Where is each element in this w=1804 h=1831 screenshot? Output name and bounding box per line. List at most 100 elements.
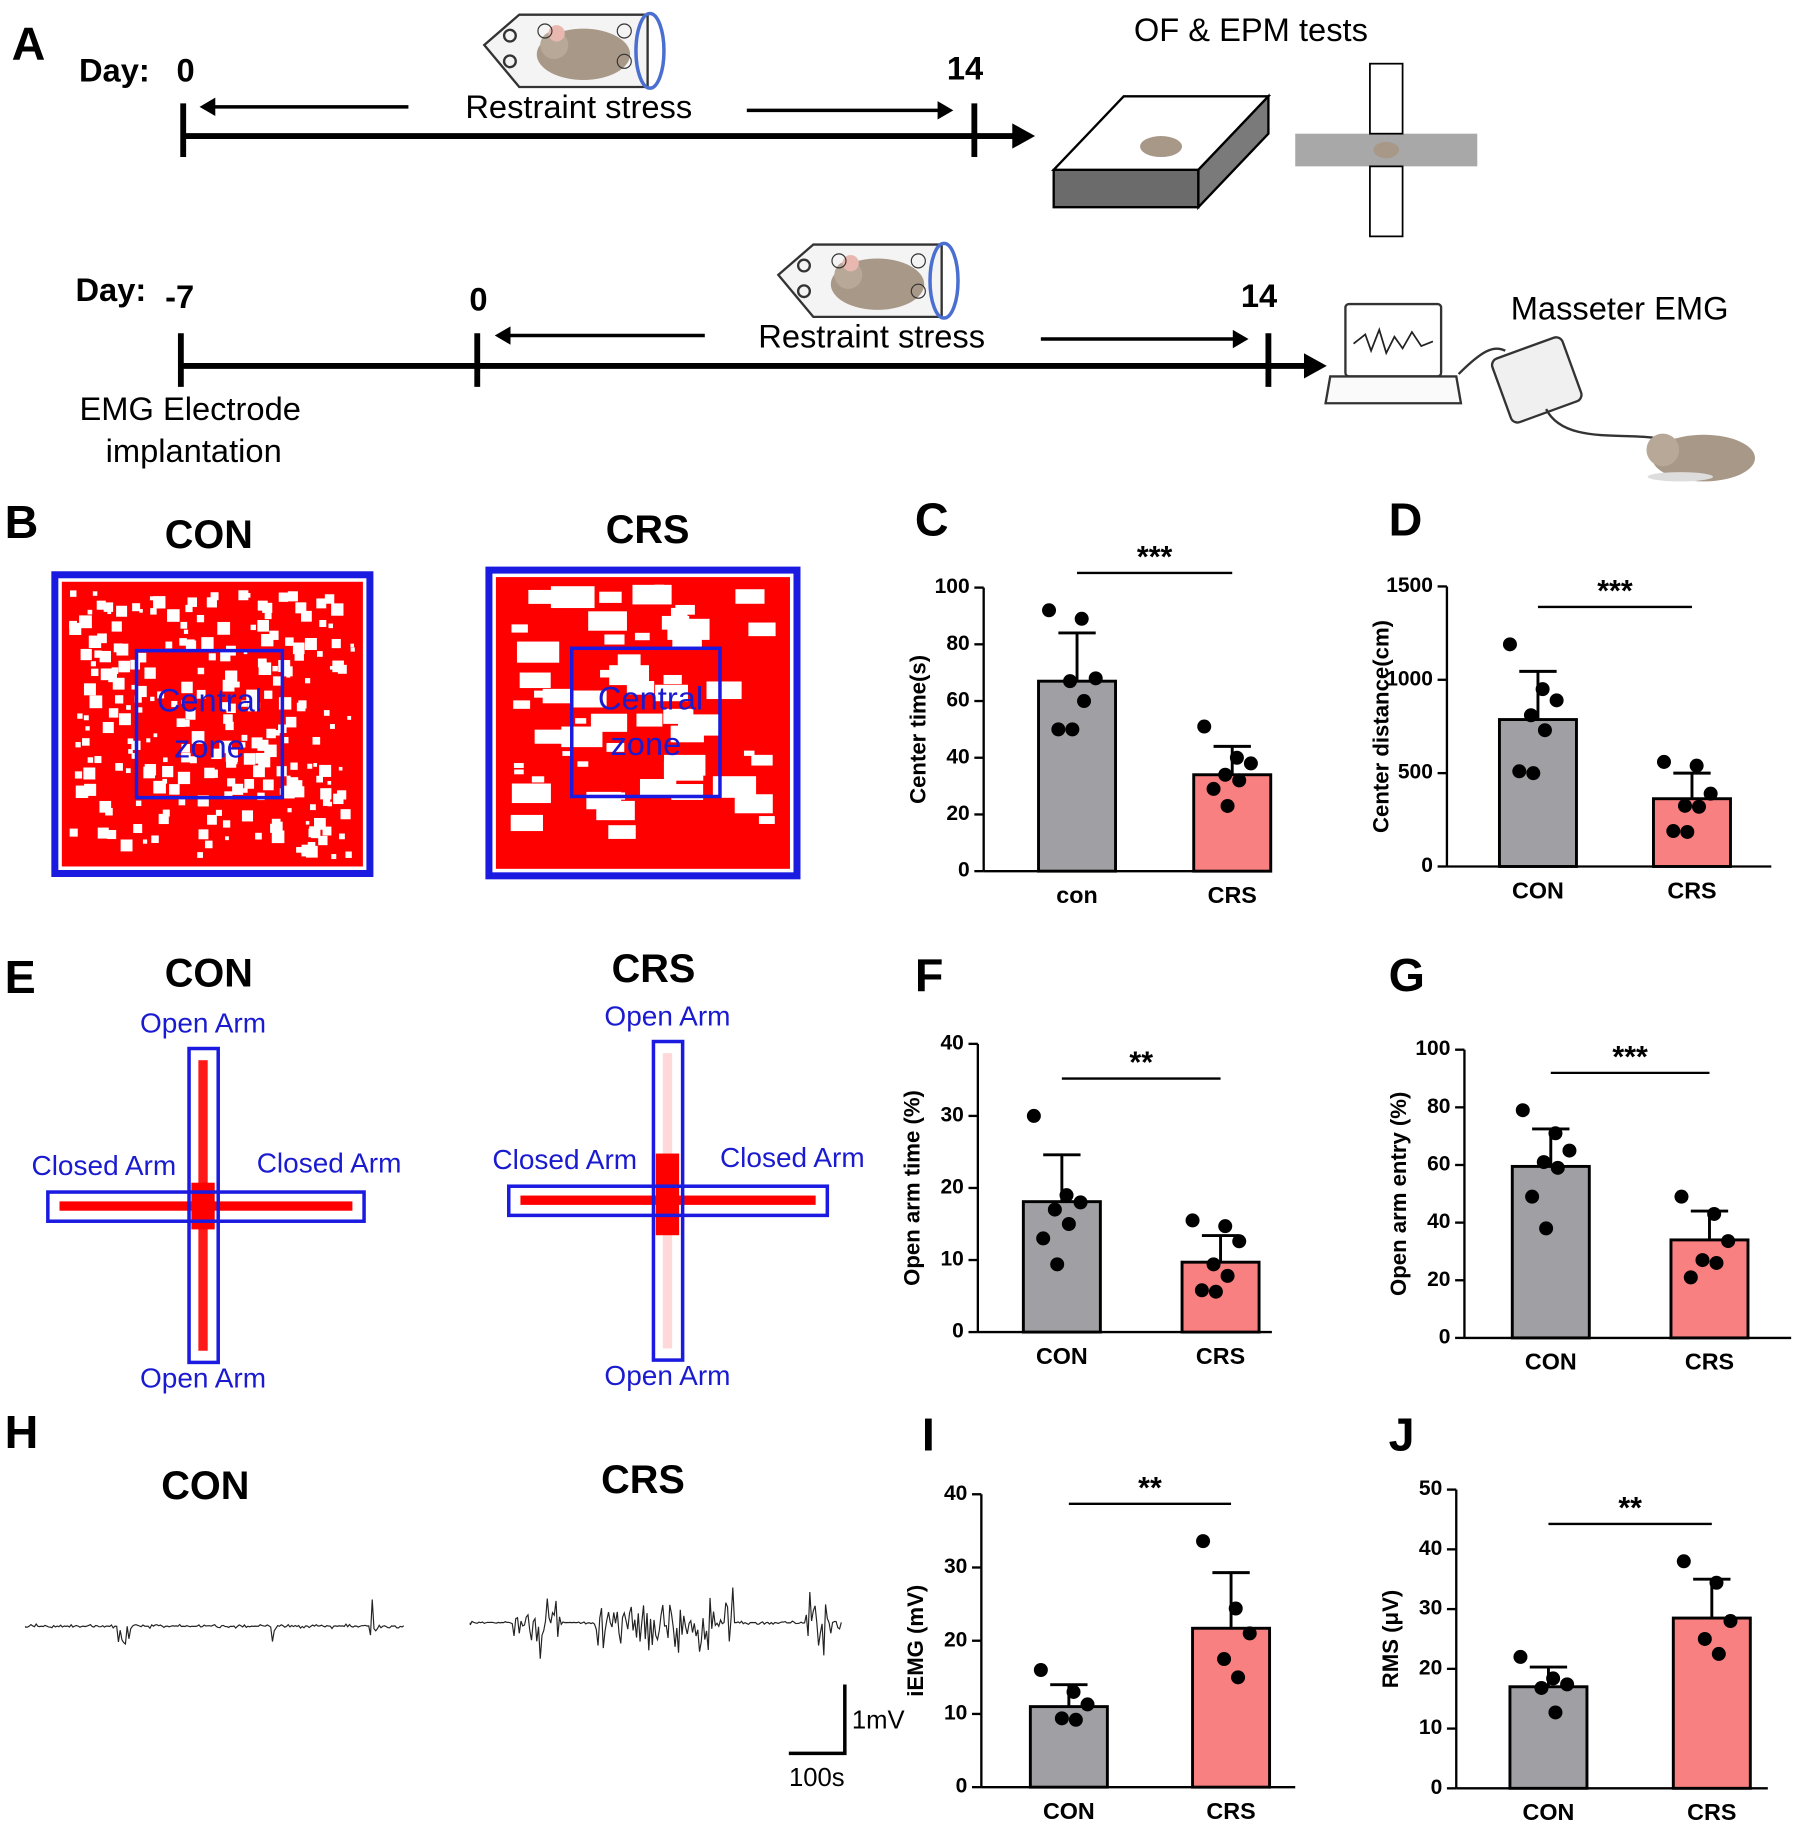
track-gap bbox=[307, 763, 313, 769]
track-gap bbox=[283, 670, 289, 676]
track-gap bbox=[608, 825, 636, 839]
track-gap bbox=[133, 824, 143, 834]
track-gap bbox=[215, 809, 222, 816]
track-gap bbox=[606, 742, 625, 752]
y-tick-label: 50 bbox=[1419, 1477, 1442, 1500]
track-gap bbox=[323, 710, 330, 716]
data-point bbox=[1548, 1705, 1563, 1720]
track-gap bbox=[96, 600, 106, 610]
y-tick-label: 60 bbox=[946, 689, 969, 712]
data-point bbox=[1680, 824, 1695, 839]
track-gap bbox=[107, 830, 117, 840]
x-tick-label: CON bbox=[1512, 877, 1564, 903]
track-gap bbox=[233, 681, 240, 688]
track-gap bbox=[225, 670, 238, 683]
track-gap bbox=[149, 596, 154, 601]
y-axis-label: Center distance(cm) bbox=[1369, 620, 1394, 833]
track-gap bbox=[317, 651, 323, 657]
track-gap bbox=[246, 689, 258, 702]
track-gap bbox=[181, 700, 185, 704]
bar bbox=[1671, 1616, 1752, 1790]
track-gap bbox=[153, 733, 158, 738]
track-gap bbox=[225, 721, 234, 731]
track-gap bbox=[83, 767, 96, 780]
track-gap bbox=[316, 598, 327, 609]
day-label: Day: bbox=[75, 271, 146, 308]
track-gap bbox=[178, 798, 186, 806]
track-gap bbox=[197, 795, 209, 807]
track-gap bbox=[163, 757, 168, 763]
track-gap bbox=[304, 678, 311, 684]
bar bbox=[1180, 1260, 1261, 1334]
bar bbox=[1497, 718, 1578, 868]
track-gap bbox=[586, 791, 622, 810]
y-tick-label: 100 bbox=[935, 575, 970, 598]
track-gap bbox=[179, 638, 187, 646]
track-gap bbox=[562, 751, 572, 756]
data-point bbox=[1548, 1126, 1563, 1141]
track-gap bbox=[107, 610, 112, 615]
data-point bbox=[1074, 611, 1089, 626]
track-gap bbox=[157, 691, 165, 699]
emg-trace bbox=[25, 1599, 405, 1646]
track-gap bbox=[734, 794, 773, 814]
track-gap bbox=[258, 662, 272, 676]
closed-arm bbox=[507, 1184, 830, 1218]
bar-chart: 0 20 40 60 80 100 Open arm entry (%) CON CRS *** bbox=[1386, 1037, 1792, 1375]
data-point bbox=[1194, 1283, 1209, 1298]
y-axis-label: iEMG (mV) bbox=[903, 1585, 928, 1697]
track-gap bbox=[322, 798, 331, 806]
data-point bbox=[1220, 1268, 1235, 1283]
group-titles: CON CRS CON CRS CON CRS bbox=[161, 508, 695, 1508]
track-gap bbox=[187, 597, 198, 607]
bar bbox=[1508, 1685, 1589, 1790]
y-tick-label: 20 bbox=[946, 802, 969, 825]
y-tick-label: 0 bbox=[958, 859, 970, 882]
data-point bbox=[1197, 719, 1212, 734]
track-gap bbox=[292, 642, 305, 655]
data-point bbox=[1537, 723, 1552, 738]
track-gap bbox=[285, 716, 297, 728]
track-gap bbox=[758, 816, 775, 824]
track-gap bbox=[165, 641, 173, 649]
track-gap bbox=[672, 633, 702, 649]
track-gap bbox=[655, 684, 689, 702]
significance-label: ** bbox=[1138, 1472, 1162, 1505]
track-gap bbox=[287, 808, 292, 813]
data-point bbox=[1513, 1649, 1528, 1664]
track-gap bbox=[331, 638, 341, 649]
track-gap bbox=[572, 690, 607, 708]
data-point bbox=[1220, 798, 1235, 813]
track-gap bbox=[663, 674, 682, 685]
data-point bbox=[1218, 1219, 1233, 1234]
arm-track bbox=[191, 1182, 215, 1230]
track-gap bbox=[751, 754, 773, 766]
bar bbox=[1037, 679, 1117, 873]
track-gap bbox=[116, 605, 128, 617]
group-title: CON bbox=[161, 1464, 249, 1508]
data-point bbox=[1539, 1221, 1554, 1236]
track-gap bbox=[269, 630, 279, 640]
track-gap bbox=[206, 597, 217, 608]
track-gap bbox=[293, 786, 305, 798]
panel-letter: J bbox=[1389, 1409, 1415, 1461]
y-tick-label: 40 bbox=[1419, 1537, 1442, 1560]
data-point bbox=[1068, 1712, 1083, 1727]
data-point bbox=[1231, 1670, 1246, 1685]
bar bbox=[1510, 1164, 1591, 1340]
track-gap bbox=[162, 809, 170, 817]
data-point bbox=[1674, 1189, 1689, 1204]
track-gap bbox=[99, 800, 112, 813]
data-point bbox=[1185, 1213, 1200, 1228]
y-axis-label: Open arm entry (%) bbox=[1386, 1092, 1411, 1296]
data-point bbox=[1217, 1652, 1232, 1667]
arm-label: Closed Arm bbox=[257, 1148, 402, 1179]
track-gap bbox=[735, 589, 765, 604]
track-gap bbox=[92, 591, 98, 596]
track-gap bbox=[100, 668, 113, 681]
track-gap bbox=[75, 742, 81, 748]
track-gap bbox=[99, 650, 111, 663]
data-point bbox=[1050, 1257, 1065, 1272]
significance-label: ** bbox=[1129, 1047, 1153, 1080]
track-gap bbox=[83, 715, 89, 721]
